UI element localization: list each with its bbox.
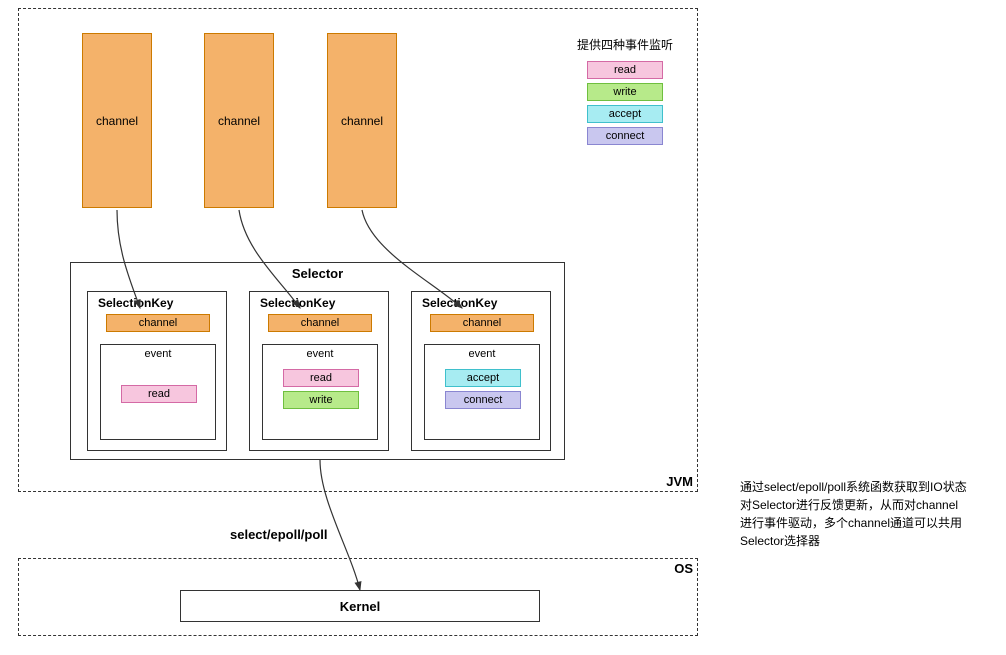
event-badge-write: write [283,391,359,409]
jvm-label: JVM [666,474,693,489]
event-box: event accept connect [424,344,540,440]
selector-title: Selector [71,266,564,281]
event-title: event [263,348,377,360]
legend-badge-connect: connect [587,127,663,145]
selection-key-title: SelectionKey [98,296,173,310]
selection-key-title: SelectionKey [260,296,335,310]
selection-key-channel: channel [106,314,210,332]
event-badge-accept: accept [445,369,521,387]
legend-badge-read: read [587,61,663,79]
selection-key-channel: channel [268,314,372,332]
selection-key-box: SelectionKey channel event read [87,291,227,451]
event-box: event read write [262,344,378,440]
selection-key-channel: channel [430,314,534,332]
kernel-label: Kernel [340,599,380,614]
selection-key-title: SelectionKey [422,296,497,310]
side-description: 通过select/epoll/poll系统函数获取到IO状态对Selector进… [740,478,970,550]
syscall-label: select/epoll/poll [230,527,328,542]
selection-key-box: SelectionKey channel event accept connect [411,291,551,451]
selection-key-box: SelectionKey channel event read write [249,291,389,451]
channel-box: channel [327,33,397,208]
legend: 提供四种事件监听 read write accept connect [560,36,690,149]
event-badge-read: read [121,385,197,403]
event-box: event read [100,344,216,440]
channel-box: channel [82,33,152,208]
os-label: OS [674,561,693,576]
event-title: event [101,348,215,360]
selector-box: Selector SelectionKeychanneleventreadSel… [70,262,565,460]
legend-title: 提供四种事件监听 [560,36,690,53]
kernel-box: Kernel [180,590,540,622]
legend-badge-write: write [587,83,663,101]
event-badge-connect: connect [445,391,521,409]
event-title: event [425,348,539,360]
channel-box: channel [204,33,274,208]
legend-badge-accept: accept [587,105,663,123]
event-badge-read: read [283,369,359,387]
